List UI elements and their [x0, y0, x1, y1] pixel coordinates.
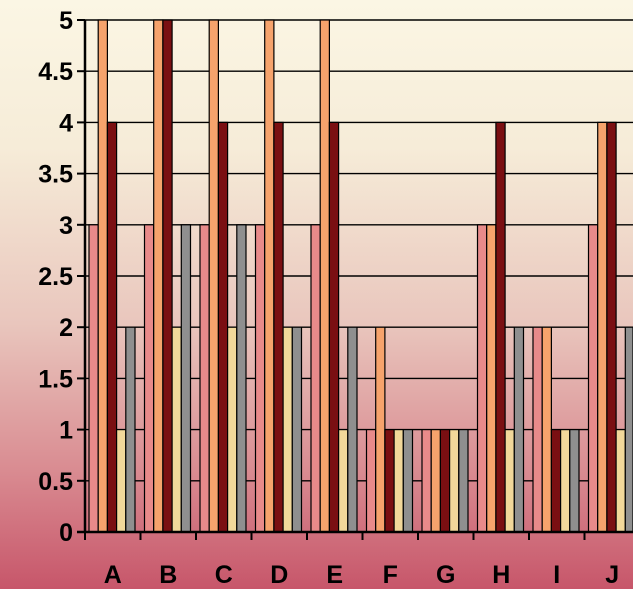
bar [597, 121, 608, 533]
bar [365, 429, 377, 533]
bar [504, 429, 515, 533]
bar [310, 224, 321, 533]
y-tick-label: 1 [59, 417, 73, 445]
bar [143, 224, 155, 533]
bar [615, 429, 626, 533]
bar [476, 224, 488, 533]
bar [606, 121, 617, 533]
bar [449, 429, 460, 533]
bar [541, 326, 553, 533]
bar [227, 326, 238, 533]
x-tick-label: J [605, 561, 619, 589]
bar [106, 121, 118, 533]
x-tick-label: G [436, 561, 455, 589]
x-tick-label: H [492, 561, 510, 589]
y-tick-label: 1.5 [38, 365, 73, 393]
y-tick-label: 0 [59, 519, 73, 547]
bar [115, 429, 127, 533]
y-tick-label: 3 [59, 212, 73, 240]
bar [402, 429, 414, 533]
bar [254, 224, 266, 533]
x-tick-label: I [553, 561, 560, 589]
bar [569, 429, 580, 533]
x-tick-label: B [159, 561, 177, 589]
y-tick-labels: 0 0.5 1 1.5 2 2.5 3 3.5 4 4.5 5 [38, 7, 73, 547]
x-tick-label: A [104, 561, 122, 589]
bar [199, 224, 210, 533]
bar [532, 326, 543, 533]
bar [180, 224, 192, 533]
bar [513, 326, 525, 533]
bar [264, 19, 275, 533]
bar [430, 429, 442, 533]
bar [439, 429, 451, 533]
bar [171, 326, 182, 533]
bar [273, 121, 284, 533]
bar [347, 326, 358, 533]
bar [282, 326, 293, 533]
bar [495, 121, 506, 533]
x-tick-label: E [326, 561, 343, 589]
bar [421, 429, 432, 533]
bar [624, 326, 633, 533]
y-tick-label: 2 [59, 314, 73, 342]
bar [328, 121, 340, 533]
bar [338, 429, 349, 533]
bar [291, 326, 303, 533]
bar [162, 19, 173, 533]
bars [88, 19, 633, 533]
bar [217, 121, 229, 533]
bar [153, 19, 164, 533]
bar [208, 19, 219, 533]
bar [587, 224, 599, 533]
x-tick-labels: A B C D E F G H I J [104, 561, 619, 589]
bar [458, 429, 469, 533]
x-tick-label: D [270, 561, 288, 589]
bar [559, 429, 571, 533]
bar [236, 224, 247, 533]
bar [550, 429, 562, 533]
y-tick-label: 5 [59, 7, 73, 35]
bar [125, 326, 136, 533]
bar [384, 429, 395, 533]
x-tick-label: C [215, 561, 233, 589]
bar [319, 19, 331, 533]
y-tick-label: 3.5 [38, 161, 73, 189]
bar [88, 224, 99, 533]
y-tick-label: 2.5 [38, 263, 73, 291]
bar [486, 224, 497, 533]
y-tick-label: 0.5 [38, 468, 73, 496]
bar [375, 326, 386, 533]
bar [97, 19, 108, 533]
y-tick-label: 4.5 [38, 58, 73, 86]
x-tick-label: F [383, 561, 398, 589]
y-tick-label: 4 [59, 109, 73, 137]
axes [77, 19, 633, 540]
bar [393, 429, 404, 533]
